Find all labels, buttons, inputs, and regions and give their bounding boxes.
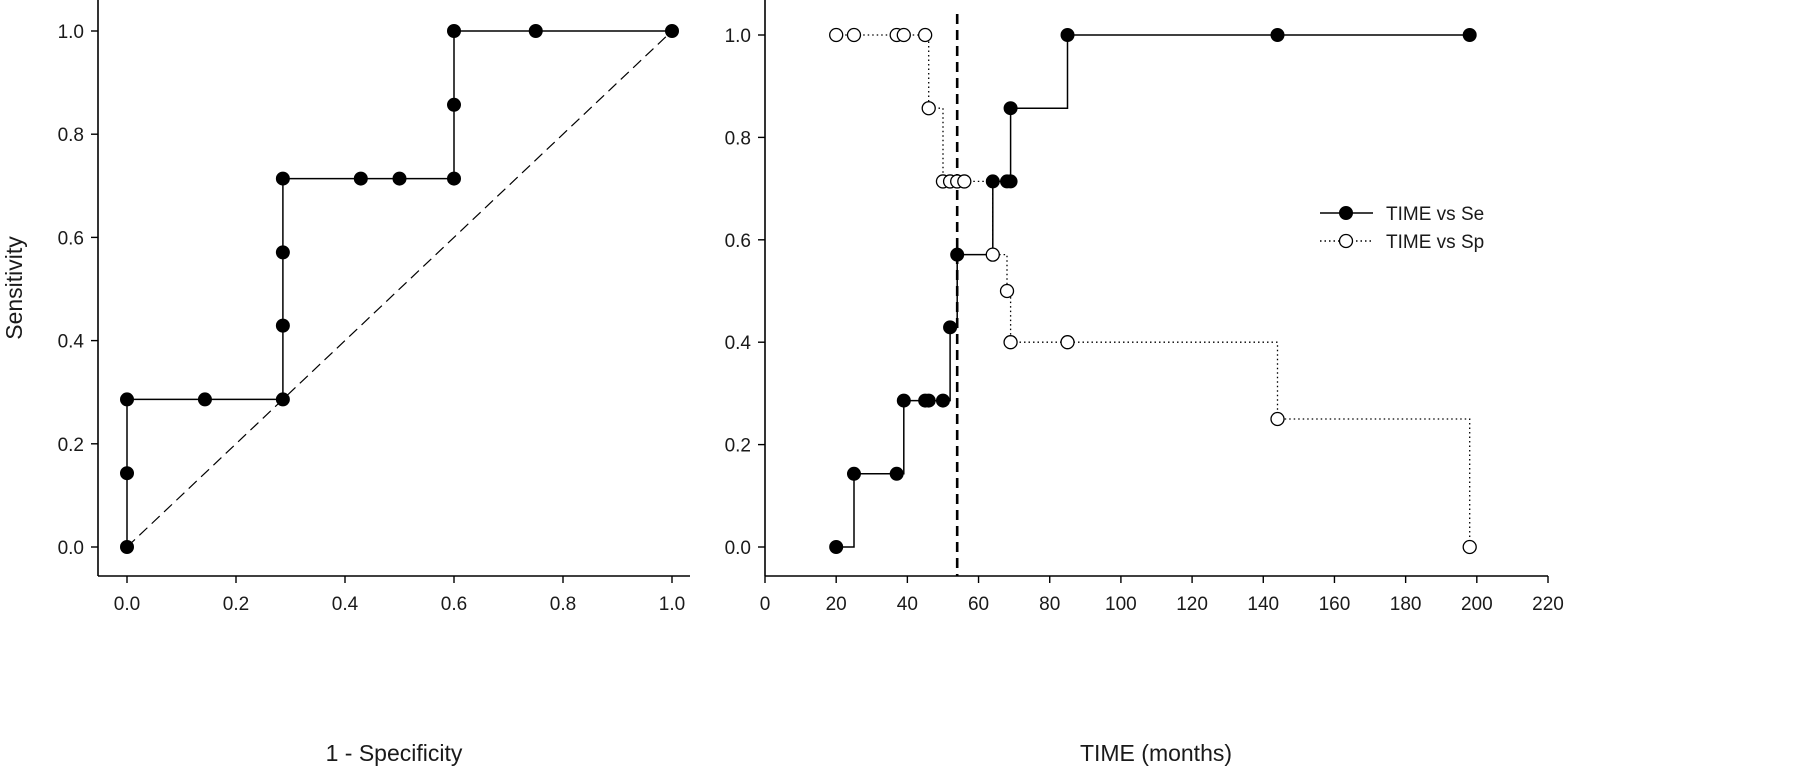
roc-y-tick-label: 1.0 bbox=[58, 22, 84, 43]
time-x-tick-label: 160 bbox=[1319, 594, 1351, 615]
time-y-tick-label: 0.2 bbox=[725, 436, 751, 457]
roc-point bbox=[120, 392, 134, 407]
se-point bbox=[950, 247, 965, 262]
time-x-tick-label: 140 bbox=[1247, 594, 1279, 615]
time-x-tick-label: 120 bbox=[1176, 594, 1208, 615]
legend-se-label: TIME vs Se bbox=[1386, 204, 1484, 225]
sp-point bbox=[921, 101, 936, 116]
time-x-tick-label: 80 bbox=[1039, 594, 1060, 615]
se-point bbox=[985, 174, 1000, 189]
time-chart: 0 20 40 60 80 100 120 140 160 180 200 220 0.0 0.2 0.4… bbox=[725, 0, 1564, 766]
se-point bbox=[889, 466, 904, 481]
roc-y-tick-label: 0.4 bbox=[58, 332, 85, 353]
time-x-tick-label: 60 bbox=[968, 594, 989, 615]
roc-point bbox=[275, 318, 290, 333]
time-y-tick-label: 0.8 bbox=[725, 128, 751, 149]
roc-point bbox=[275, 171, 290, 186]
time-x-tick-label: 40 bbox=[897, 594, 918, 615]
roc-point bbox=[528, 24, 543, 38]
time-x-axis-title: TIME (months) bbox=[1080, 740, 1232, 766]
time-plot-area bbox=[829, 14, 1477, 576]
roc-y-ticks: 0.0 0.2 0.4 0.6 0.8 1.0 bbox=[58, 22, 98, 559]
roc-x-axis-title: 1 - Specificity bbox=[326, 740, 463, 766]
roc-y-tick-label: 0.0 bbox=[58, 538, 84, 559]
roc-point bbox=[197, 392, 212, 407]
roc-chart: 0.0 0.2 0.4 0.6 0.8 1.0 0.0 0.2 0.4 0.6 0.8 1.0 1 … bbox=[1, 0, 690, 766]
time-x-ticks: 0 20 40 60 80 100 120 140 160 180 200 220 bbox=[760, 576, 1564, 615]
roc-y-tick-label: 0.6 bbox=[58, 228, 84, 249]
se-point bbox=[846, 466, 861, 481]
roc-x-ticks: 0.0 0.2 0.4 0.6 0.8 1.0 bbox=[114, 576, 685, 615]
roc-x-tick-label: 0.8 bbox=[550, 594, 576, 615]
roc-x-tick-label: 0.0 bbox=[114, 594, 140, 615]
roc-point bbox=[447, 97, 461, 112]
roc-point bbox=[447, 24, 461, 38]
roc-point bbox=[275, 245, 290, 260]
roc-y-axis-title: Sensitivity bbox=[1, 236, 27, 340]
legend-entry-sp: TIME vs Sp bbox=[1320, 232, 1484, 253]
time-y-ticks: 0.0 0.2 0.4 0.6 0.8 1.0 bbox=[725, 26, 765, 559]
legend-se-marker bbox=[1339, 206, 1353, 220]
sp-point bbox=[918, 27, 933, 43]
sp-point bbox=[1270, 411, 1285, 427]
roc-point bbox=[665, 24, 679, 38]
se-point bbox=[829, 540, 844, 554]
time-x-tick-label: 180 bbox=[1390, 594, 1422, 615]
roc-reference-line bbox=[126, 30, 673, 548]
legend-sp-label: TIME vs Sp bbox=[1386, 232, 1484, 253]
sp-point bbox=[1003, 335, 1018, 350]
roc-y-tick-label: 0.2 bbox=[58, 435, 84, 456]
roc-y-tick-label: 0.8 bbox=[58, 125, 84, 146]
time-y-tick-label: 0.6 bbox=[725, 231, 751, 252]
sp-point bbox=[957, 174, 972, 189]
sp-point bbox=[985, 247, 1000, 262]
roc-point bbox=[447, 171, 461, 186]
se-point bbox=[1003, 174, 1018, 189]
legend-entry-se: TIME vs Se bbox=[1320, 204, 1484, 225]
se-point bbox=[896, 393, 911, 408]
roc-point bbox=[353, 171, 368, 186]
sp-point bbox=[999, 283, 1015, 299]
time-x-tick-label: 220 bbox=[1532, 594, 1564, 615]
roc-x-tick-label: 0.6 bbox=[441, 594, 467, 615]
time-x-tick-label: 20 bbox=[826, 594, 847, 615]
legend-sp-marker bbox=[1338, 233, 1354, 249]
se-point bbox=[1462, 28, 1477, 42]
time-x-tick-label: 100 bbox=[1105, 594, 1137, 615]
se-point bbox=[1270, 28, 1285, 42]
time-y-tick-label: 0.0 bbox=[725, 538, 751, 559]
roc-x-tick-label: 0.2 bbox=[223, 594, 249, 615]
roc-point bbox=[120, 540, 134, 554]
sp-point bbox=[896, 27, 911, 43]
time-x-tick-label: 0 bbox=[760, 594, 771, 615]
sp-point bbox=[846, 27, 862, 43]
roc-point bbox=[392, 171, 407, 186]
se-point bbox=[921, 393, 936, 408]
time-y-tick-label: 1.0 bbox=[725, 26, 751, 47]
roc-plot-area bbox=[120, 24, 679, 554]
sp-point bbox=[1462, 539, 1477, 555]
roc-point bbox=[120, 466, 134, 481]
se-point bbox=[935, 393, 950, 408]
time-legend: TIME vs Se TIME vs Sp bbox=[1320, 204, 1484, 253]
sp-point bbox=[829, 27, 844, 43]
time-x-tick-label: 200 bbox=[1461, 594, 1493, 615]
time-y-tick-label: 0.4 bbox=[725, 333, 752, 354]
se-point bbox=[1003, 101, 1018, 116]
se-point bbox=[1060, 28, 1075, 42]
roc-x-tick-label: 0.4 bbox=[332, 594, 359, 615]
roc-point bbox=[275, 392, 290, 407]
se-point bbox=[943, 320, 958, 335]
sp-point bbox=[1060, 335, 1075, 350]
roc-x-tick-label: 1.0 bbox=[659, 594, 685, 615]
